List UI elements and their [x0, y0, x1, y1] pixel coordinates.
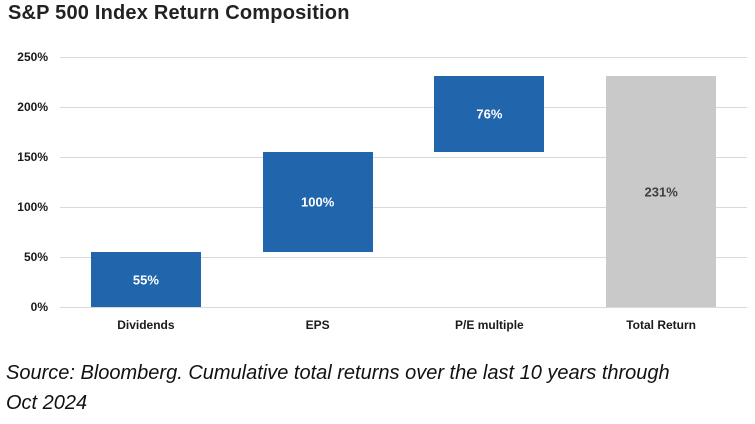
bar-p-e-multiple: 76%	[434, 76, 545, 152]
source-note-line2: Oct 2024	[6, 392, 88, 414]
bar-dividends: 55%	[90, 252, 201, 307]
y-axis-tick-0%: 0%	[30, 300, 48, 314]
x-axis-label-total-return: Total Return	[626, 318, 697, 332]
gridline-50%	[60, 257, 747, 258]
x-axis-label-dividends: Dividends	[117, 318, 175, 332]
source-note-line1: Source: Bloomberg. Cumulative total retu…	[6, 362, 670, 384]
plot-area: 0% 50% 100% 150% 200% 250% 55% Dividends 100% EPS…	[17, 50, 747, 332]
y-axis-tick-200%: 200%	[17, 100, 48, 114]
bar-value-label: 55%	[132, 272, 159, 287]
y-axis-tick-100%: 100%	[17, 200, 48, 214]
gridline-0%	[60, 307, 747, 308]
gridline-250%	[60, 57, 747, 58]
x-axis-label-p-e-multiple: P/E multiple	[455, 318, 524, 332]
gridline-200%	[60, 107, 747, 108]
y-axis-tick-150%: 150%	[17, 150, 48, 164]
gridline-100%	[60, 207, 747, 208]
bar-total-return: 231%	[606, 76, 717, 307]
bar-value-label: 231%	[644, 184, 678, 199]
bar-value-label: 76%	[476, 106, 503, 122]
bar-eps: 100%	[262, 152, 373, 252]
y-axis-tick-50%: 50%	[23, 250, 48, 264]
chart-title: S&P 500 Index Return Composition	[8, 2, 350, 24]
bar-value-label: 100%	[301, 194, 335, 210]
source-note: Source: Bloomberg. Cumulative total retu…	[6, 358, 746, 418]
x-axis-label-eps: EPS	[305, 318, 330, 332]
gridline-150%	[60, 157, 747, 158]
y-axis-tick-250%: 250%	[17, 50, 48, 64]
